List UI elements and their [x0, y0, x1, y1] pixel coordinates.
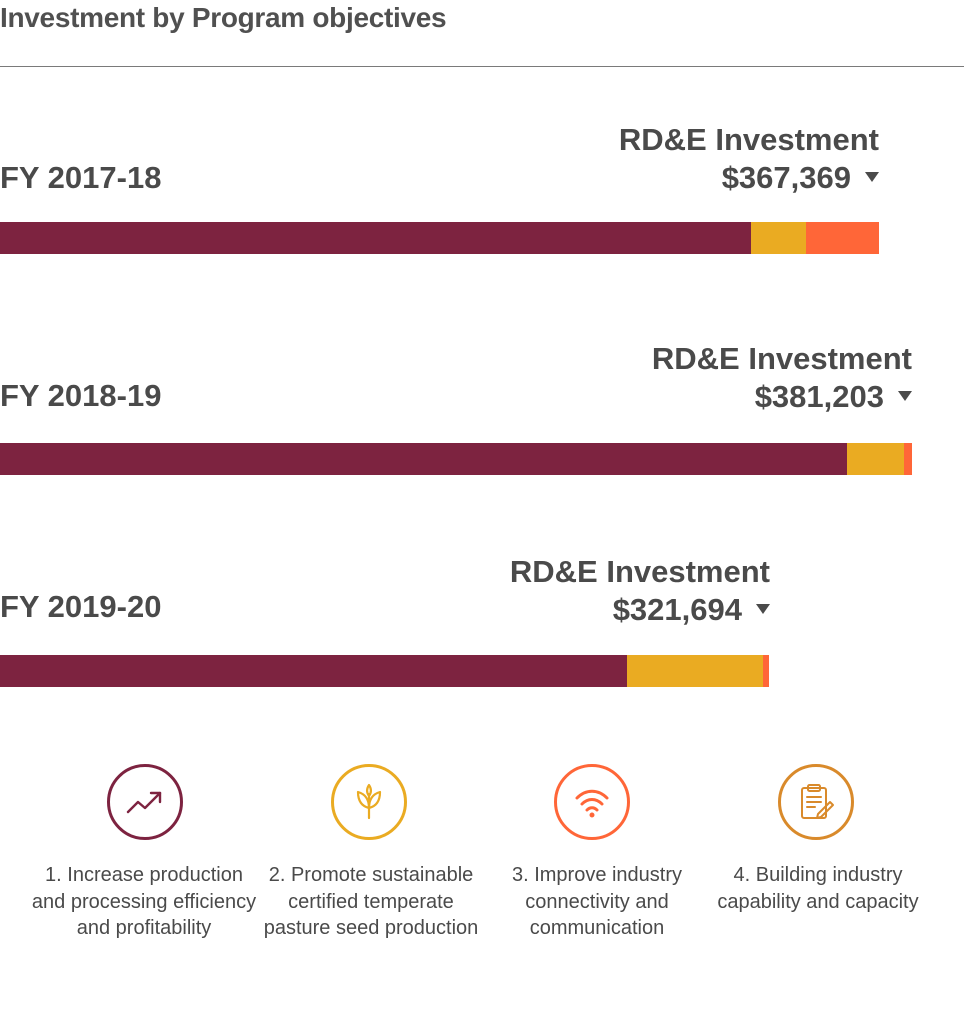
- investment-label: RD&E Investment: [509, 554, 770, 589]
- investment-total-block: RD&E Investment $367,369: [479, 121, 879, 197]
- trending-up-icon: [107, 764, 183, 840]
- page-title: Investment by Program objectives: [0, 2, 447, 33]
- stacked-bar: [0, 443, 912, 475]
- investment-amount: $381,203: [754, 379, 884, 414]
- investment-amount: $321,694: [612, 592, 742, 627]
- objective-2-label: 2. Promote sustainable certified tempera…: [263, 864, 479, 939]
- investment-amount-row[interactable]: $367,369: [479, 159, 879, 197]
- bar-segment-objective-3[interactable]: [806, 222, 879, 254]
- bar-segment-objective-2[interactable]: [847, 443, 904, 475]
- investment-amount-row[interactable]: $381,203: [512, 378, 912, 416]
- objective-4-label: 4. Building industry capability and capa…: [717, 864, 919, 913]
- stacked-bar: [0, 655, 770, 687]
- caret-down-icon[interactable]: [865, 171, 879, 182]
- bar-segment-objective-1[interactable]: [0, 222, 751, 254]
- fiscal-year-label: FY 2018-19: [0, 378, 162, 413]
- fiscal-year-label: FY 2019-20: [0, 589, 162, 624]
- clipboard-edit-icon: [778, 764, 854, 840]
- bar-segment-objective-2[interactable]: [627, 655, 763, 687]
- investment-total-block: RD&E Investment $381,203: [512, 340, 912, 416]
- investment-amount-row[interactable]: $321,694: [370, 591, 770, 629]
- title-divider: [0, 66, 964, 67]
- investment-amount: $367,369: [721, 160, 851, 195]
- fiscal-year-label: FY 2017-18: [0, 160, 162, 195]
- bar-segment-objective-1[interactable]: [0, 443, 847, 475]
- objective-1-label: 1. Increase production and processing ef…: [31, 864, 257, 939]
- wifi-signal-icon: [554, 764, 630, 840]
- investment-label: RD&E Investment: [618, 122, 879, 157]
- bar-segment-objective-2[interactable]: [751, 222, 806, 254]
- investment-label: RD&E Investment: [651, 341, 912, 376]
- objective-3-label: 3. Improve industry connectivity and com…: [511, 864, 683, 939]
- bar-segment-objective-3[interactable]: [763, 655, 769, 687]
- bar-segment-objective-1[interactable]: [0, 655, 627, 687]
- caret-down-icon[interactable]: [898, 390, 912, 401]
- bar-segment-objective-3[interactable]: [904, 443, 912, 475]
- caret-down-icon[interactable]: [756, 603, 770, 614]
- plant-sprout-icon: [331, 764, 407, 840]
- stacked-bar: [0, 222, 879, 254]
- investment-total-block: RD&E Investment $321,694: [370, 553, 770, 629]
